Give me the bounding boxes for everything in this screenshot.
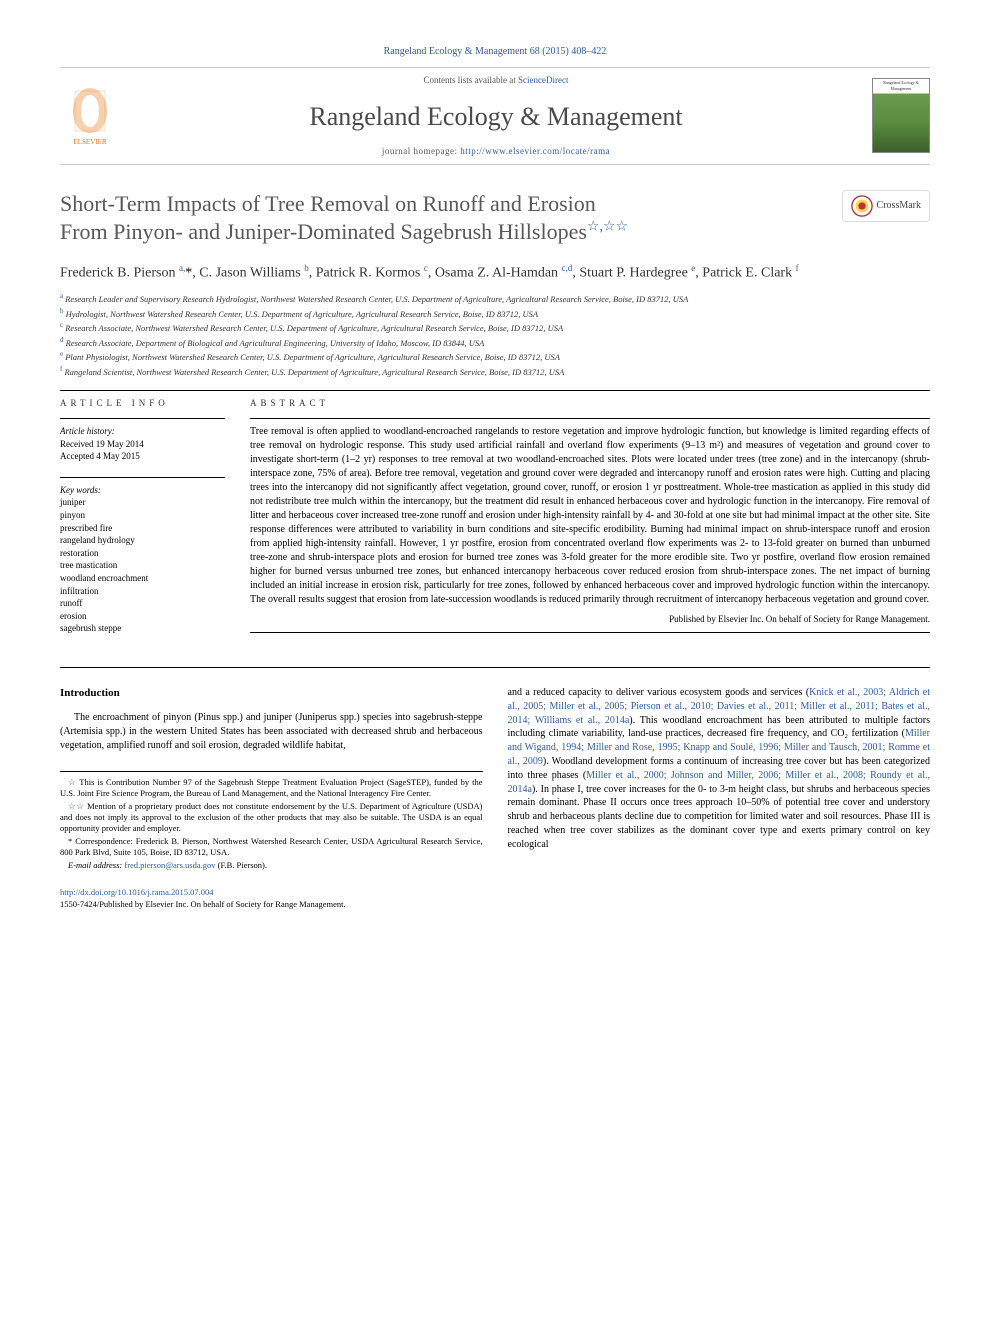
rule-top: [60, 390, 930, 391]
crossmark-badge[interactable]: CrossMark: [842, 190, 930, 222]
footnote-star-1: ☆: [68, 777, 76, 787]
contents-line: Contents lists available at ScienceDirec…: [120, 74, 872, 87]
footnote-star-2: ☆☆: [68, 801, 84, 811]
journal-homepage-link[interactable]: http://www.elsevier.com/locate/rama: [460, 146, 610, 156]
footnote-email-suffix: (F.B. Pierson).: [216, 860, 268, 870]
top-citation: Rangeland Ecology & Management 68 (2015)…: [60, 45, 930, 59]
footnote-2: Mention of a proprietary product does no…: [60, 801, 483, 833]
homepage-line: journal homepage: http://www.elsevier.co…: [120, 145, 872, 158]
keywords-label: Key words:: [60, 484, 225, 497]
article-info-heading: article info: [60, 397, 225, 410]
article-title: Short-Term Impacts of Tree Removal on Ru…: [60, 190, 842, 247]
sciencedirect-link[interactable]: ScienceDirect: [518, 75, 568, 85]
issn-line: 1550-7424/Published by Elsevier Inc. On …: [60, 899, 346, 909]
column-left: Introduction The encroachment of pinyon …: [60, 686, 483, 873]
crossmark-icon: [851, 195, 873, 217]
footnotes: ☆ This is Contribution Number 97 of the …: [60, 771, 483, 871]
cover-thumbnail: Rangeland Ecology & Management: [872, 78, 930, 153]
footnote-email-label: E-mail address:: [68, 860, 124, 870]
abstract-column: abstract Tree removal is often applied t…: [250, 397, 930, 649]
publisher-line: Published by Elsevier Inc. On behalf of …: [250, 613, 930, 626]
rule-mid: [60, 667, 930, 668]
journal-title: Rangeland Ecology & Management: [120, 99, 872, 135]
footnote-3: Correspondence: Frederick B. Pierson, No…: [60, 836, 483, 857]
received-date: Received 19 May 2014: [60, 438, 225, 451]
intro-paragraph-1: The encroachment of pinyon (Pinus spp.) …: [60, 711, 483, 752]
doi-link[interactable]: http://dx.doi.org/10.1016/j.rama.2015.07…: [60, 887, 214, 897]
affiliations: a Research Leader and Supervisory Resear…: [60, 291, 930, 378]
column-right: and a reduced capacity to deliver variou…: [508, 686, 931, 873]
doi-block: http://dx.doi.org/10.1016/j.rama.2015.07…: [60, 887, 930, 911]
article-info-column: article info Article history: Received 1…: [60, 397, 225, 649]
body-columns: Introduction The encroachment of pinyon …: [60, 686, 930, 873]
introduction-heading: Introduction: [60, 686, 483, 701]
history-label: Article history:: [60, 425, 225, 438]
journal-header: ELSEVIER Contents lists available at Sci…: [60, 67, 930, 165]
keywords-list: juniperpinyonprescribed firerangeland hy…: [60, 496, 225, 635]
elsevier-logo: ELSEVIER: [60, 81, 120, 151]
accepted-date: Accepted 4 May 2015: [60, 450, 225, 463]
footnote-1: This is Contribution Number 97 of the Sa…: [60, 777, 482, 798]
elsevier-label: ELSEVIER: [73, 138, 106, 148]
footnote-email[interactable]: fred.pierson@ars.usda.gov: [124, 860, 215, 870]
title-footnote-stars: ☆,☆☆: [587, 220, 628, 235]
crossmark-label: CrossMark: [877, 199, 921, 213]
intro-paragraph-2: and a reduced capacity to deliver variou…: [508, 686, 931, 852]
abstract-heading: abstract: [250, 397, 930, 410]
authors: Frederick B. Pierson a,*, C. Jason Willi…: [60, 262, 930, 283]
abstract-text: Tree removal is often applied to woodlan…: [250, 425, 930, 607]
footnote-star-3: *: [68, 836, 72, 846]
